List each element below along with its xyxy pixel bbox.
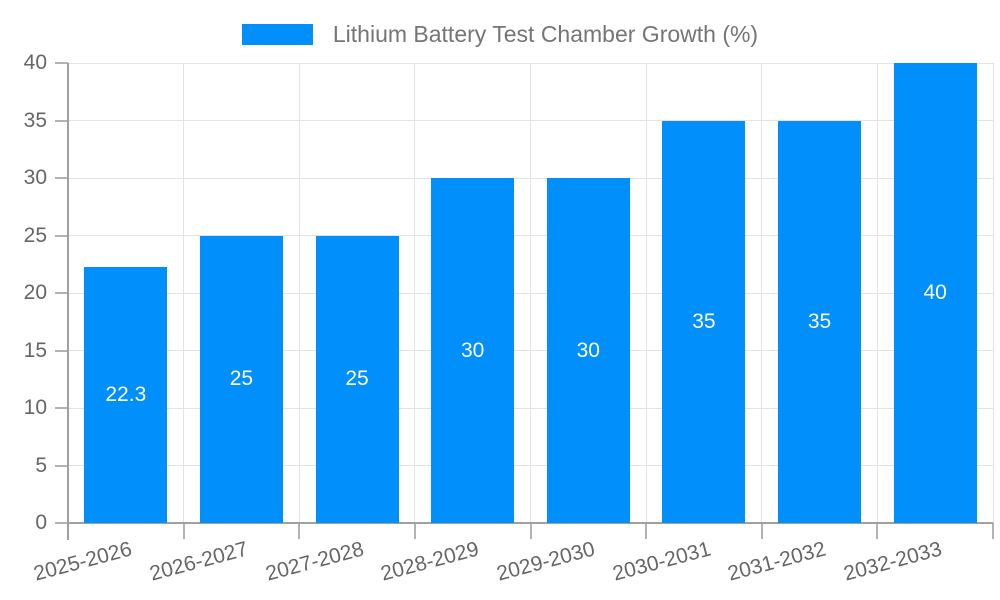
bar-2025-2026[interactable]: 22.3: [84, 266, 168, 523]
x-tick-label: 2029-2030: [494, 537, 598, 586]
y-tick-label: 40: [23, 51, 47, 74]
y-axis-tick: [55, 119, 68, 122]
bar-2031-2032[interactable]: 35: [778, 120, 862, 523]
x-tick-label: 2028-2029: [378, 537, 482, 586]
x-gridline: [183, 63, 185, 523]
plot-area: 0 5 10 15 20 25 30 35 40 22.3 25 25 30 30 35 35 40 2025-2…: [24, 51, 994, 586]
x-tick-label: 2026-2027: [147, 537, 251, 586]
bar-value-label: 25: [345, 367, 369, 391]
x-gridline: [530, 63, 531, 523]
x-tick-label: 2027-2028: [262, 537, 366, 586]
x-gridline: [298, 63, 300, 523]
bar-value-label: 35: [807, 309, 832, 333]
bar-2028-2029[interactable]: 30: [431, 178, 515, 523]
bar-value-label: 40: [923, 281, 947, 304]
bar-2032-2033[interactable]: 40: [893, 63, 977, 523]
x-gridline: [876, 63, 878, 523]
x-tick-label: 2025-2026: [31, 537, 135, 586]
x-gridline: [761, 63, 763, 523]
x-axis-tick: [182, 523, 185, 539]
legend-item[interactable]: Lithium Battery Test Chamber Growth (%): [241, 21, 759, 48]
bar-value-label: 25: [229, 367, 254, 391]
y-tick-label: 10: [23, 396, 47, 419]
y-axis-tick: [55, 464, 68, 467]
x-tick-label: 2032-2033: [841, 537, 945, 586]
x-gridline: [645, 63, 647, 523]
y-axis-tick: [55, 522, 68, 524]
legend: Lithium Battery Test Chamber Growth (%): [0, 21, 1000, 48]
y-axis-line: [67, 63, 69, 540]
x-axis-tick: [760, 523, 763, 539]
x-axis-tick: [298, 523, 301, 539]
y-tick-label: 35: [23, 108, 47, 132]
y-tick-label: 25: [23, 223, 47, 247]
y-axis-tick: [55, 407, 68, 409]
y-tick-label: 0: [35, 511, 47, 534]
x-axis-tick: [876, 523, 879, 539]
y-axis-tick: [55, 234, 68, 237]
x-axis-tick: [413, 523, 416, 539]
x-axis-tick: [529, 523, 532, 539]
x-tick-label: 2030-2031: [609, 537, 713, 586]
bar-2030-2031[interactable]: 35: [662, 120, 746, 523]
y-axis-tick: [55, 62, 68, 64]
bar-value-label: 30: [461, 338, 485, 362]
y-tick-label: 30: [23, 166, 47, 189]
y-axis-tick: [55, 177, 68, 179]
y-axis-tick: [55, 292, 68, 294]
bar-value-label: 35: [692, 309, 716, 333]
legend-swatch: [241, 24, 313, 45]
y-tick-label: 5: [35, 453, 47, 477]
y-axis-tick: [55, 349, 68, 352]
legend-label: Lithium Battery Test Chamber Growth (%): [332, 21, 759, 47]
x-axis-line: [67, 522, 993, 524]
y-tick-label: 20: [23, 281, 47, 304]
bar-2026-2027[interactable]: 25: [199, 235, 283, 523]
x-axis-tick: [645, 523, 648, 539]
x-axis-tick: [992, 523, 994, 539]
bar-value-label: 22.3: [105, 382, 147, 406]
bar-2027-2028[interactable]: 25: [315, 235, 399, 523]
x-gridline: [992, 63, 994, 523]
x-tick-label: 2031-2032: [725, 537, 829, 586]
bar-value-label: 30: [576, 338, 600, 362]
y-tick-label: 15: [23, 338, 47, 362]
bar-2029-2030[interactable]: 30: [546, 178, 630, 523]
x-gridline: [414, 63, 416, 523]
